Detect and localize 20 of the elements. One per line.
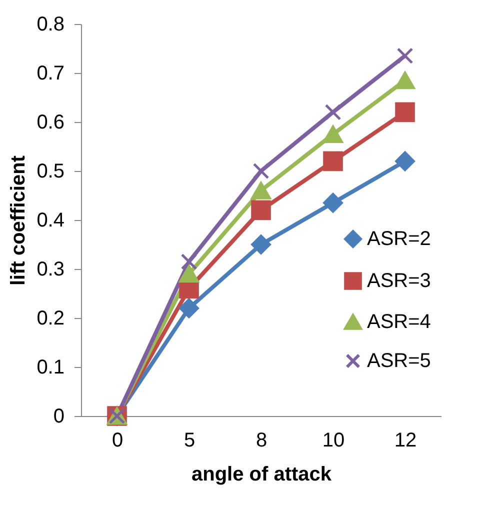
y-tick-label: 0.3 [36,258,64,280]
legend-label: ASR=2 [367,228,431,250]
legend-label: ASR=5 [367,350,431,372]
legend-label: ASR=4 [367,311,431,333]
y-tick-label: 0.6 [36,112,64,134]
x-tick-label: 12 [394,430,417,452]
y-tick-label: 0.2 [36,308,64,330]
x-axis-title: angle of attack [191,464,332,486]
y-tick-label: 0.8 [36,14,64,36]
x-tick-label: 5 [184,430,196,452]
x-tick-label: 8 [256,430,268,452]
x-tick-label: 10 [322,430,345,452]
y-axis-title: lift coefficient [8,155,30,286]
y-tick-label: 0.1 [36,356,64,378]
y-tick-label: 0.4 [36,210,64,232]
y-tick-label: 0.7 [36,62,64,84]
x-tick-label: 0 [112,430,124,452]
y-tick-label: 0.5 [36,160,64,182]
y-tick-label: 0 [53,406,64,428]
legend-label: ASR=3 [367,270,431,292]
